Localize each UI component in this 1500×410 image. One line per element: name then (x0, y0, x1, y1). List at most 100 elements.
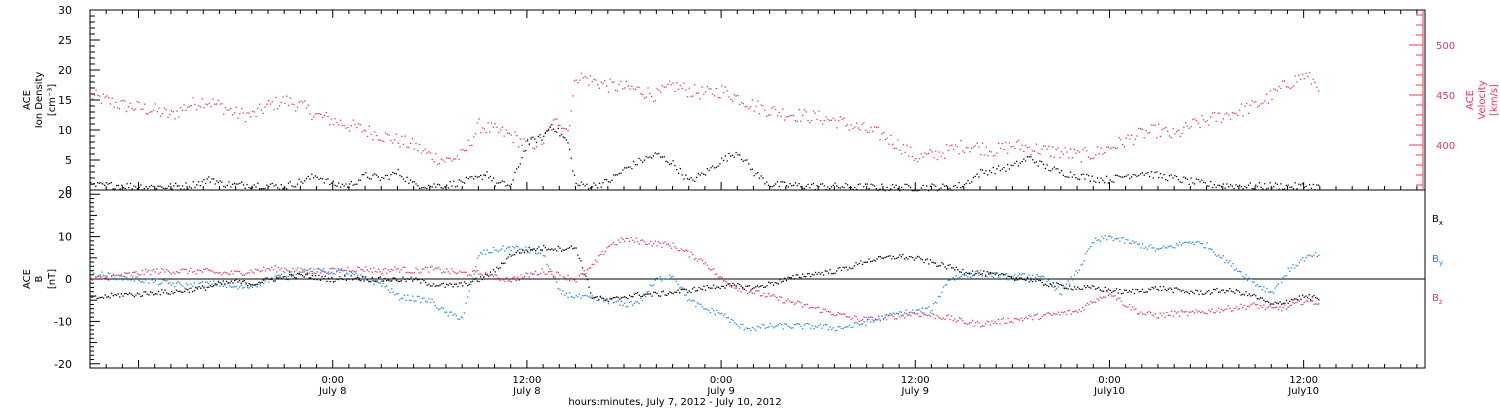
data-point (937, 265, 940, 267)
data-point (258, 283, 260, 285)
data-point (1055, 168, 1057, 170)
data-point (1247, 112, 1250, 114)
data-point (881, 315, 883, 317)
data-point (311, 270, 313, 273)
data-point (861, 189, 863, 191)
data-point (987, 155, 989, 157)
data-point (158, 284, 160, 286)
data-point (848, 187, 850, 189)
data-point (185, 182, 187, 184)
data-point (680, 286, 682, 288)
data-point (683, 294, 686, 296)
density-tick-label: 20 (58, 64, 72, 77)
data-point (1146, 248, 1148, 250)
data-point (989, 170, 991, 172)
data-point (1010, 164, 1012, 166)
data-point (683, 178, 685, 180)
data-point (601, 297, 603, 299)
data-point (198, 286, 200, 288)
data-point (600, 186, 602, 188)
data-point (583, 295, 585, 297)
data-point (980, 153, 982, 156)
data-point (413, 181, 415, 183)
data-point (526, 249, 529, 251)
data-point (401, 135, 403, 137)
data-point (611, 81, 613, 83)
data-point (188, 291, 190, 294)
data-point (127, 106, 130, 108)
data-point (431, 265, 433, 267)
data-point (942, 286, 945, 288)
data-point (1311, 255, 1313, 258)
data-point (904, 183, 906, 185)
data-point (658, 278, 660, 280)
data-point (588, 296, 590, 298)
data-point (440, 187, 442, 189)
data-point (394, 266, 396, 268)
data-point (1150, 124, 1153, 126)
data-point (1043, 314, 1045, 316)
data-point (535, 250, 537, 252)
data-point (1170, 288, 1173, 290)
data-point (475, 277, 477, 279)
data-point (949, 187, 951, 190)
data-point (725, 284, 728, 287)
data-point (954, 184, 957, 187)
data-point (1096, 146, 1099, 148)
data-point (1185, 290, 1187, 293)
data-point (875, 188, 877, 190)
data-point (390, 174, 392, 176)
data-point (936, 190, 939, 192)
data-point (1084, 178, 1086, 180)
data-point (1179, 241, 1181, 243)
data-point (556, 271, 558, 273)
data-point (259, 284, 262, 287)
data-point (1140, 173, 1142, 175)
data-point (1071, 176, 1073, 178)
data-point (950, 267, 953, 269)
velocity-tick-label: 500 (1436, 41, 1455, 52)
data-point (460, 282, 462, 284)
data-point (161, 289, 163, 291)
data-point (368, 281, 370, 283)
data-point (433, 301, 435, 303)
data-point (397, 168, 399, 171)
data-point (446, 157, 448, 159)
data-point (739, 103, 741, 106)
data-point (1248, 277, 1250, 279)
data-point (562, 276, 564, 278)
data-point (1137, 243, 1139, 246)
data-point (988, 273, 990, 275)
data-point (858, 320, 860, 322)
data-point (1292, 302, 1294, 304)
data-point (279, 274, 281, 276)
data-point (1233, 112, 1235, 114)
data-point (1127, 174, 1129, 176)
data-point (1269, 90, 1271, 92)
data-point (343, 125, 345, 127)
data-point (237, 270, 239, 272)
data-point (784, 302, 786, 304)
data-point (1111, 291, 1113, 294)
data-point (1075, 177, 1077, 179)
data-point (316, 112, 318, 115)
data-point (629, 166, 631, 168)
data-point (237, 281, 239, 283)
data-point (179, 290, 181, 292)
data-point (929, 311, 932, 313)
data-point (1048, 279, 1050, 281)
data-point (1036, 313, 1038, 315)
data-point (904, 151, 906, 154)
data-point (179, 282, 181, 284)
data-point (946, 283, 948, 286)
data-point (319, 279, 322, 281)
data-point (1221, 289, 1223, 291)
data-point (569, 125, 571, 127)
data-point (154, 271, 156, 273)
data-point (1154, 124, 1156, 126)
data-point (937, 295, 940, 298)
data-point (120, 293, 122, 295)
data-point (681, 174, 683, 176)
data-point (541, 250, 543, 252)
data-point (624, 296, 626, 298)
